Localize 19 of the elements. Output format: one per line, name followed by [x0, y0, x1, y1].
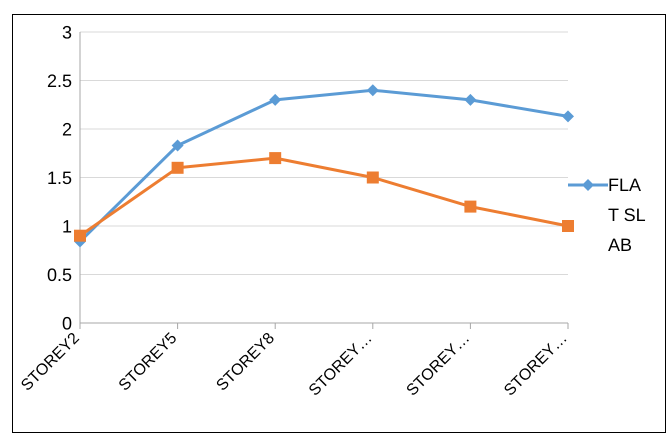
y-tick-label: 2.5 — [46, 70, 72, 91]
point — [562, 110, 574, 122]
y-tick-label: 1.5 — [46, 168, 72, 188]
point — [172, 139, 184, 152]
y-tick-label: 1 — [62, 216, 72, 236]
y-tick-label: 0 — [62, 313, 72, 334]
point — [269, 94, 282, 106]
y-tick-label: 2 — [62, 119, 72, 140]
point — [366, 84, 379, 96]
y-tick-label: 0.5 — [46, 264, 72, 285]
point — [562, 220, 574, 232]
point — [74, 230, 86, 242]
point — [464, 94, 476, 106]
point — [172, 162, 184, 174]
legend-label: FLAT SLAB — [608, 174, 647, 256]
point — [366, 172, 379, 184]
point — [464, 200, 476, 213]
y-tick-label: 3 — [62, 22, 72, 42]
point — [269, 152, 282, 164]
